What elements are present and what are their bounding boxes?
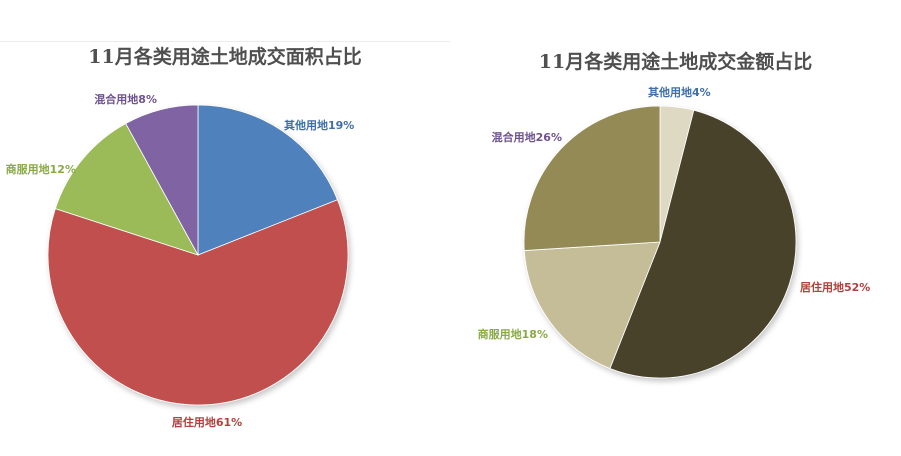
slice-label: 混合用地26% [492, 130, 562, 144]
pie-slice [47, 199, 349, 406]
pie-svg: 其他用地4% 居住用地52% 商服用地18% 混合用地26% [478, 85, 870, 379]
area-share-chart: 11月各类用途土地成交面积占比 其他用地19% 居住用地61% 商服用地12% 混合用… [0, 0, 450, 456]
slice-label: 居住用地61% [172, 415, 242, 429]
slice-label: 其他用地4% [648, 85, 711, 99]
pie-slice [523, 105, 661, 251]
pie-svg: 其他用地19% 居住用地61% 商服用地12% 混合用地8% [6, 92, 355, 429]
divider [0, 41, 450, 42]
pie-slice [523, 241, 661, 369]
pie-slice [54, 123, 199, 256]
pie-slice [609, 109, 797, 379]
slice-label: 居住用地52% [800, 280, 870, 294]
slice-label: 商服用地18% [478, 327, 548, 341]
slice-label: 混合用地8% [94, 92, 157, 106]
amount-share-chart: 11月各类用途土地成交金额占比 其他用地4% 居住用地52% 商服用地18% 混合用地… [450, 0, 901, 456]
chart-title: 11月各类用途土地成交面积占比 [88, 46, 362, 68]
pie-slice [125, 104, 199, 256]
slice-label: 其他用地19% [284, 118, 354, 132]
slice-label: 商服用地12% [6, 162, 76, 176]
pie-slice [197, 104, 338, 256]
chart-title: 11月各类用途土地成交金额占比 [538, 51, 813, 73]
